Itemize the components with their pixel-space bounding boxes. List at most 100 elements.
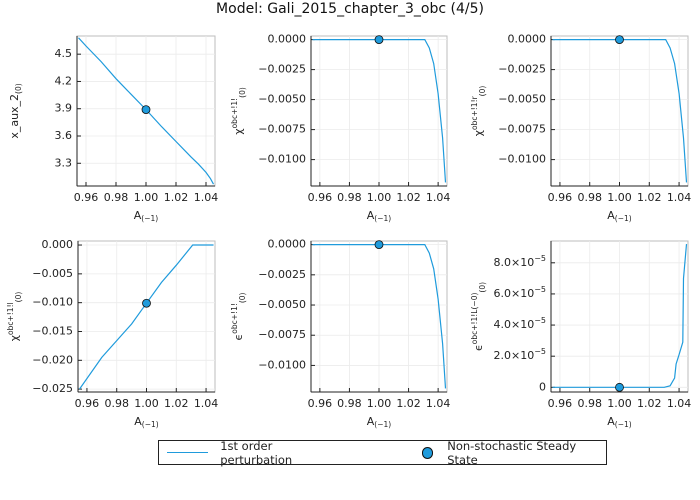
x-tick-label: 1.04 bbox=[426, 191, 451, 204]
y-tick-label: −0.0050 bbox=[498, 93, 546, 106]
y-tick-label: −0.0100 bbox=[498, 153, 546, 166]
y-axis-label: χobc+!1!l(0) bbox=[6, 292, 23, 342]
x-axis-label: A(−1) bbox=[607, 415, 632, 429]
perturbation-line bbox=[552, 244, 688, 388]
x-tick-label: 1.04 bbox=[667, 191, 692, 204]
x-tick-label: 0.98 bbox=[337, 191, 362, 204]
y-axis-label: ϵobc+!1!(0) bbox=[230, 292, 247, 340]
y-tick-label: 4.5 bbox=[55, 47, 73, 60]
x-tick-label: 1.02 bbox=[637, 397, 662, 410]
subplot-eps-obc-1L: 0.96 0.98 1.00 1.02 1.04 0 2.0×10−5 4.0×10−5 6.0… bbox=[470, 240, 692, 429]
perturbation-line bbox=[312, 244, 447, 389]
y-axis-label: x_aux_2(0) bbox=[8, 83, 23, 138]
steady-state-marker bbox=[141, 105, 151, 115]
x-tick-label: 0.96 bbox=[548, 191, 573, 204]
x-tick-label: 1.02 bbox=[164, 191, 189, 204]
x-axis-label: A(−1) bbox=[367, 209, 392, 223]
x-tick-label: 1.00 bbox=[367, 191, 392, 204]
perturbation-line bbox=[78, 37, 215, 185]
y-tick-label: 0.0000 bbox=[268, 33, 307, 46]
x-tick-label: 1.02 bbox=[637, 191, 662, 204]
x-tick-label: 1.00 bbox=[607, 397, 632, 410]
legend-item-steady-state: Non-stochastic Steady State bbox=[346, 439, 606, 467]
y-tick-label: 2.0×10−5 bbox=[493, 347, 546, 363]
perturbation-line bbox=[552, 38, 688, 183]
x-tick-label: 1.02 bbox=[396, 397, 421, 410]
y-tick-label: 4.2 bbox=[55, 74, 73, 87]
x-tick-label: 0.98 bbox=[577, 397, 602, 410]
y-tick-label: 3.6 bbox=[55, 129, 73, 142]
y-tick-label: −0.0075 bbox=[498, 123, 546, 136]
x-tick-label: 1.00 bbox=[607, 191, 632, 204]
x-tick-label: 1.02 bbox=[396, 191, 421, 204]
y-tick-label: 6.0×10−5 bbox=[493, 284, 546, 300]
x-tick-label: 0.98 bbox=[104, 397, 129, 410]
y-tick-label: 0.0000 bbox=[268, 238, 307, 251]
figure-title: Model: Gali_2015_chapter_3_obc (4/5) bbox=[216, 1, 484, 17]
x-tick-label: 1.00 bbox=[134, 191, 159, 204]
y-tick-label: −0.005 bbox=[32, 267, 73, 280]
x-tick-label: 0.98 bbox=[337, 397, 362, 410]
y-tick-label: −0.0050 bbox=[258, 93, 306, 106]
line-swatch-icon bbox=[167, 452, 209, 453]
legend: 1st order perturbation Non-stochastic St… bbox=[158, 439, 607, 467]
y-tick-label: 3.9 bbox=[55, 102, 73, 115]
y-axis-label: χobc+!1!r(0) bbox=[470, 86, 487, 137]
legend-label: Non-stochastic Steady State bbox=[447, 438, 577, 467]
x-tick-label: 1.04 bbox=[667, 397, 692, 410]
x-tick-label: 1.02 bbox=[164, 397, 189, 410]
x-axis-label: A(−1) bbox=[367, 415, 392, 429]
x-tick-label: 1.00 bbox=[134, 397, 159, 410]
circle-marker-icon bbox=[421, 446, 434, 459]
steady-state-marker bbox=[615, 35, 624, 44]
x-axis-label: A(−1) bbox=[134, 209, 159, 223]
steady-state-marker bbox=[374, 240, 384, 250]
y-tick-label: −0.0050 bbox=[258, 298, 306, 311]
subplot-chi-obc-1l: 0.96 0.98 1.00 1.02 1.04 0.000 −0.005 −0.010 −0.… bbox=[6, 238, 218, 429]
x-axis-label: A(−1) bbox=[607, 209, 632, 223]
y-tick-label: −0.0025 bbox=[258, 268, 306, 281]
x-tick-label: 0.96 bbox=[74, 191, 99, 204]
y-tick-label: 0.0000 bbox=[508, 33, 547, 46]
y-tick-label: −0.0025 bbox=[258, 63, 306, 76]
x-tick-label: 1.04 bbox=[194, 191, 219, 204]
x-tick-label: 1.04 bbox=[426, 397, 451, 410]
x-tick-label: 0.98 bbox=[104, 191, 129, 204]
y-tick-label: −0.0100 bbox=[258, 153, 306, 166]
y-tick-label: −0.0100 bbox=[258, 358, 306, 371]
subplot-chi-obc-1: 0.96 0.98 1.00 1.02 1.04 0.0000 −0.0025 −0.0050… bbox=[230, 33, 450, 223]
y-tick-label: −0.025 bbox=[32, 382, 73, 395]
legend-item-perturbation: 1st order perturbation bbox=[159, 439, 346, 467]
y-tick-label: 8.0×10−5 bbox=[493, 253, 546, 269]
y-tick-label: 0.000 bbox=[42, 238, 74, 251]
y-tick-label: −0.0075 bbox=[258, 123, 306, 136]
x-tick-label: 0.96 bbox=[75, 397, 100, 410]
y-tick-label: −0.015 bbox=[32, 324, 73, 337]
steady-state-marker bbox=[615, 382, 624, 392]
steady-state-marker bbox=[142, 298, 151, 308]
x-tick-label: 1.00 bbox=[367, 397, 392, 410]
x-tick-label: 0.96 bbox=[548, 397, 573, 410]
subplot-x-aux-2: 0.96 0.98 1.00 1.02 1.04 3.3 3.6 3.9 4.2 4.5 A(−1)… bbox=[8, 35, 219, 223]
y-tick-label: 0 bbox=[539, 380, 546, 393]
subplot-chi-obc-1r: 0.96 0.98 1.00 1.02 1.04 0.0000 −0.0025 −0.0050… bbox=[470, 33, 691, 223]
perturbation-line bbox=[312, 38, 447, 183]
perturbation-line bbox=[79, 244, 214, 390]
x-tick-label: 0.96 bbox=[308, 397, 333, 410]
x-tick-label: 0.96 bbox=[308, 191, 333, 204]
y-tick-label: 3.3 bbox=[55, 156, 73, 169]
y-tick-label: 4.0×10−5 bbox=[493, 316, 546, 332]
x-axis-label: A(−1) bbox=[134, 415, 159, 429]
y-tick-label: −0.010 bbox=[32, 296, 73, 309]
y-tick-label: −0.0025 bbox=[498, 63, 546, 76]
y-tick-label: −0.0075 bbox=[258, 328, 306, 341]
legend-label: 1st order perturbation bbox=[220, 438, 293, 467]
x-tick-label: 1.04 bbox=[194, 397, 219, 410]
subplot-eps-obc-1: 0.96 0.98 1.00 1.02 1.04 0.0000 −0.0025 −0.0050… bbox=[230, 238, 450, 429]
y-axis-label: ϵobc+!1!L(−0)(0) bbox=[470, 282, 487, 351]
y-tick-label: −0.020 bbox=[32, 353, 73, 366]
x-tick-label: 0.98 bbox=[577, 191, 602, 204]
steady-state-marker bbox=[374, 35, 384, 44]
y-axis-label: χobc+!1!(0) bbox=[230, 87, 247, 135]
